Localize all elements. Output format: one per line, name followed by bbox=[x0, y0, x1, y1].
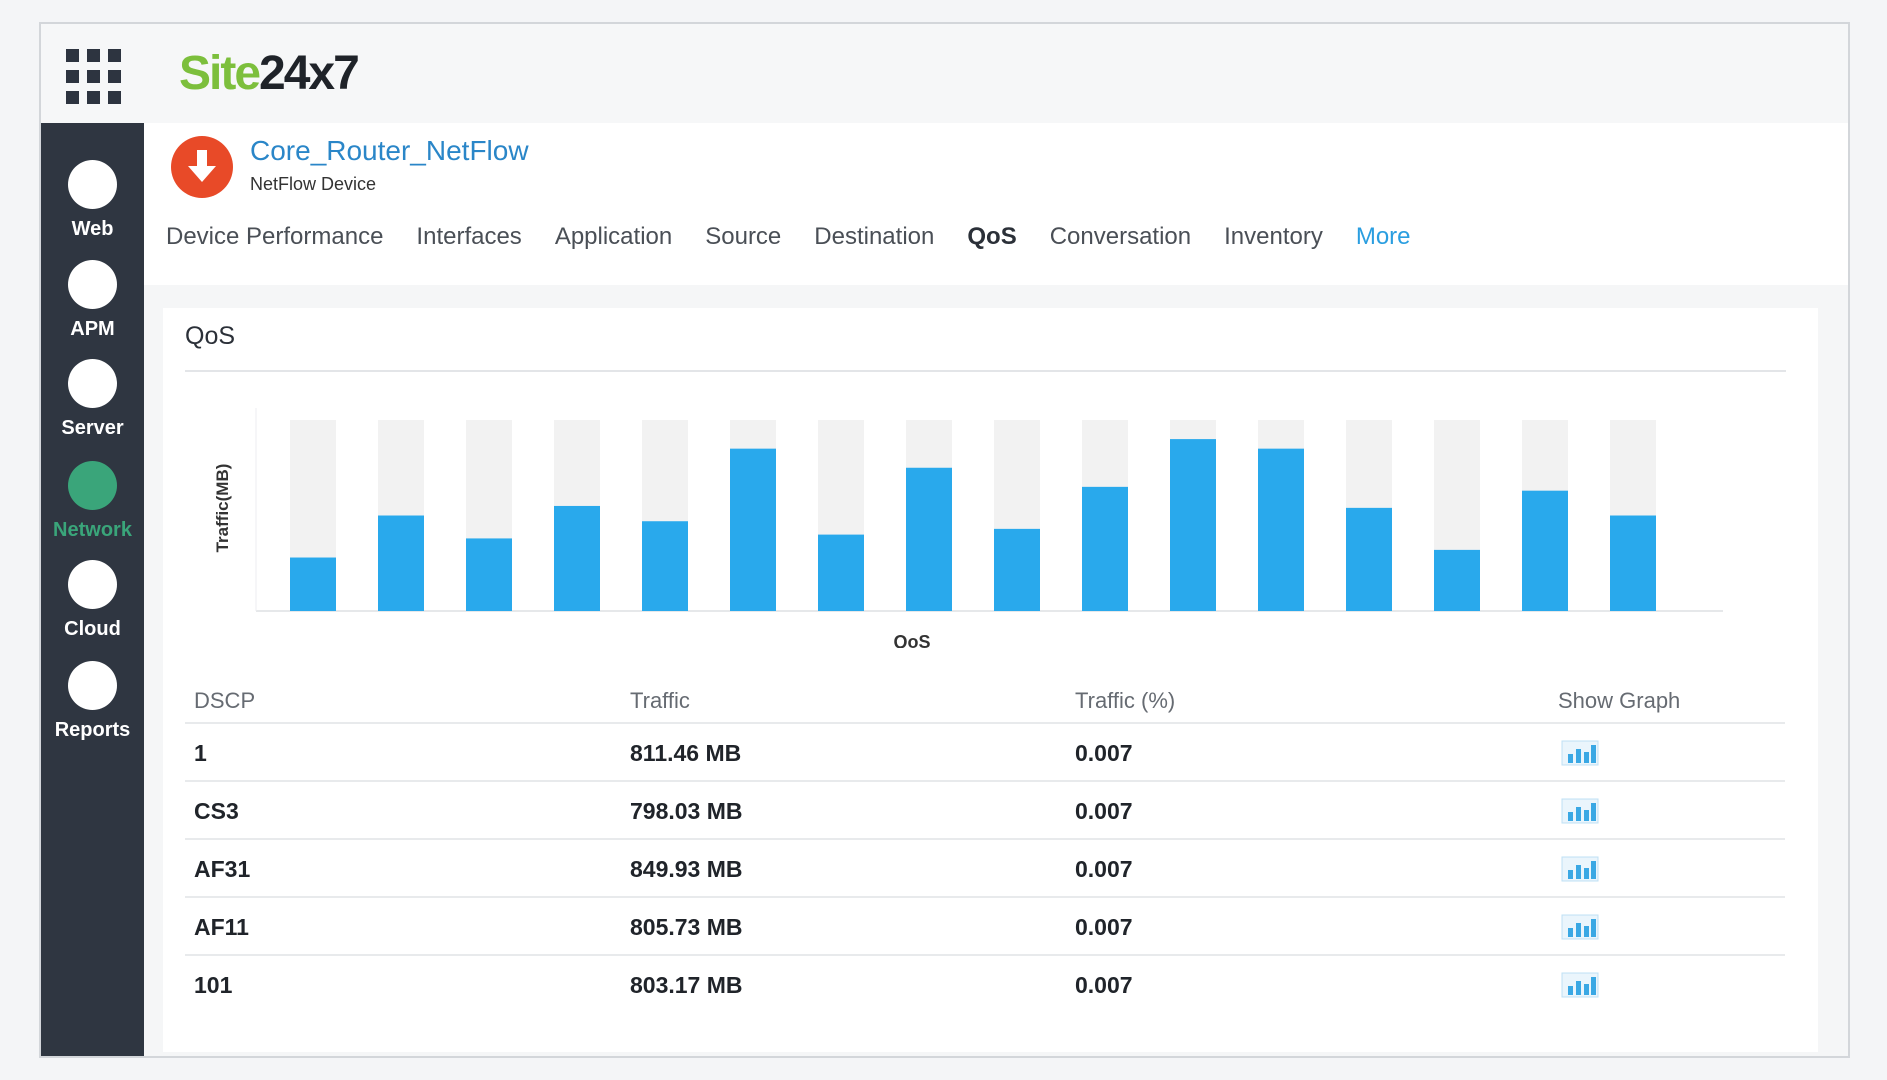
show-graph-icon[interactable] bbox=[1561, 854, 1599, 882]
percent-cell: 0.007 bbox=[1075, 972, 1133, 998]
tab-bar: Device Performance Interfaces Applicatio… bbox=[166, 217, 1444, 257]
sidebar-item-web[interactable]: Web bbox=[41, 160, 144, 241]
dscp-cell: 1 bbox=[194, 740, 207, 766]
traffic-cell: 811.46 MB bbox=[630, 740, 742, 766]
sidebar-item-label: Server bbox=[61, 417, 124, 439]
traffic-cell: 798.03 MB bbox=[630, 798, 743, 824]
table-row: CS3 798.03 MB 0.007 bbox=[185, 780, 1785, 840]
tab-more[interactable]: More bbox=[1355, 223, 1411, 250]
bars-group bbox=[290, 420, 1656, 611]
dscp-cell: CS3 bbox=[194, 798, 239, 824]
col-header-traffic[interactable]: Traffic bbox=[630, 688, 690, 713]
qos-bar[interactable] bbox=[378, 515, 424, 612]
tab-interfaces[interactable]: Interfaces bbox=[416, 223, 522, 250]
traffic-cell: 803.17 MB bbox=[630, 972, 743, 998]
tab-destination[interactable]: Destination bbox=[814, 223, 935, 250]
dscp-cell: 101 bbox=[194, 972, 233, 998]
col-header-show-graph: Show Graph bbox=[1558, 688, 1681, 713]
qos-bar[interactable] bbox=[818, 534, 864, 611]
tab-source[interactable]: Source bbox=[705, 223, 782, 250]
table-row: 101 803.17 MB 0.007 bbox=[185, 954, 1785, 1014]
qos-bar[interactable] bbox=[554, 505, 600, 611]
site24x7-logo[interactable]: Site24x7 bbox=[179, 46, 360, 101]
cloud-icon bbox=[68, 560, 117, 609]
qos-bar-chart: Traffic(MB) QoS bbox=[213, 408, 1723, 648]
traffic-cell: 805.73 MB bbox=[630, 914, 743, 940]
qos-bar[interactable] bbox=[290, 557, 336, 611]
show-graph-icon[interactable] bbox=[1561, 970, 1599, 998]
show-graph-icon[interactable] bbox=[1561, 796, 1599, 824]
device-type: NetFlow Device bbox=[250, 174, 377, 194]
sidebar-item-label: Network bbox=[53, 519, 132, 541]
device-name-link[interactable]: Core_Router_NetFlow bbox=[250, 135, 529, 166]
web-icon bbox=[68, 160, 117, 209]
app-window: Site24x7 Web APM Server Network Cloud Re… bbox=[39, 22, 1850, 1058]
status-down-icon bbox=[171, 136, 233, 198]
panel-title: QoS bbox=[185, 322, 236, 350]
qos-bar[interactable] bbox=[994, 528, 1040, 611]
sidebar-item-reports[interactable]: Reports bbox=[41, 661, 144, 742]
tab-conversation[interactable]: Conversation bbox=[1049, 223, 1192, 250]
tab-qos[interactable]: QoS bbox=[967, 223, 1017, 250]
percent-cell: 0.007 bbox=[1075, 740, 1133, 766]
panel-divider bbox=[185, 370, 1786, 372]
x-axis-label: QoS bbox=[893, 632, 930, 648]
qos-bar[interactable] bbox=[1610, 515, 1656, 612]
traffic-cell: 849.93 MB bbox=[630, 856, 743, 882]
qos-bar[interactable] bbox=[906, 467, 952, 611]
tab-application[interactable]: Application bbox=[554, 223, 673, 250]
qos-bar[interactable] bbox=[1258, 448, 1304, 611]
qos-bar[interactable] bbox=[1522, 490, 1568, 611]
show-graph-icon[interactable] bbox=[1561, 738, 1599, 766]
sidebar: Web APM Server Network Cloud Reports bbox=[41, 123, 144, 1056]
reports-icon bbox=[68, 661, 117, 710]
qos-bar[interactable] bbox=[466, 538, 512, 611]
percent-cell: 0.007 bbox=[1075, 914, 1133, 940]
percent-cell: 0.007 bbox=[1075, 856, 1133, 882]
server-icon bbox=[68, 359, 117, 408]
sidebar-item-label: Cloud bbox=[64, 618, 121, 640]
network-icon bbox=[68, 461, 117, 510]
qos-bar[interactable] bbox=[1346, 507, 1392, 611]
table-row: 1 811.46 MB 0.007 bbox=[185, 722, 1785, 782]
sidebar-item-server[interactable]: Server bbox=[41, 359, 144, 440]
table-row: AF31 849.93 MB 0.007 bbox=[185, 838, 1785, 898]
qos-bar[interactable] bbox=[1082, 486, 1128, 611]
qos-bar[interactable] bbox=[1434, 549, 1480, 611]
tab-inventory[interactable]: Inventory bbox=[1224, 223, 1323, 250]
qos-bar[interactable] bbox=[1170, 439, 1216, 611]
tab-device-performance[interactable]: Device Performance bbox=[166, 223, 384, 250]
percent-cell: 0.007 bbox=[1075, 798, 1133, 824]
col-header-dscp[interactable]: DSCP bbox=[194, 688, 256, 713]
sidebar-item-label: Web bbox=[71, 218, 114, 240]
dscp-cell: AF11 bbox=[194, 914, 249, 940]
top-bar: Site24x7 bbox=[41, 24, 1848, 125]
show-graph-icon[interactable] bbox=[1561, 912, 1599, 940]
sidebar-item-network[interactable]: Network bbox=[41, 461, 144, 542]
sidebar-item-label: APM bbox=[70, 318, 115, 340]
logo-number-text: 24x7 bbox=[259, 47, 360, 100]
qos-bar[interactable] bbox=[730, 448, 776, 611]
device-header: Core_Router_NetFlow NetFlow Device Devic… bbox=[144, 123, 1848, 287]
apm-icon bbox=[68, 260, 117, 309]
qos-panel: QoS Traffic(MB) QoS DSCP Traffic Traffic… bbox=[163, 308, 1818, 1052]
dscp-cell: AF31 bbox=[194, 856, 251, 882]
col-header-traffic-percent[interactable]: Traffic (%) bbox=[1075, 688, 1176, 713]
y-axis-label: Traffic(MB) bbox=[213, 464, 232, 553]
table-row: AF11 805.73 MB 0.007 bbox=[185, 896, 1785, 956]
sidebar-item-label: Reports bbox=[54, 719, 131, 741]
sidebar-item-cloud[interactable]: Cloud bbox=[41, 560, 144, 641]
logo-site-text: Site bbox=[179, 47, 261, 100]
qos-bar[interactable] bbox=[642, 521, 688, 611]
sidebar-item-apm[interactable]: APM bbox=[41, 260, 144, 341]
app-grid-icon[interactable] bbox=[66, 49, 121, 104]
